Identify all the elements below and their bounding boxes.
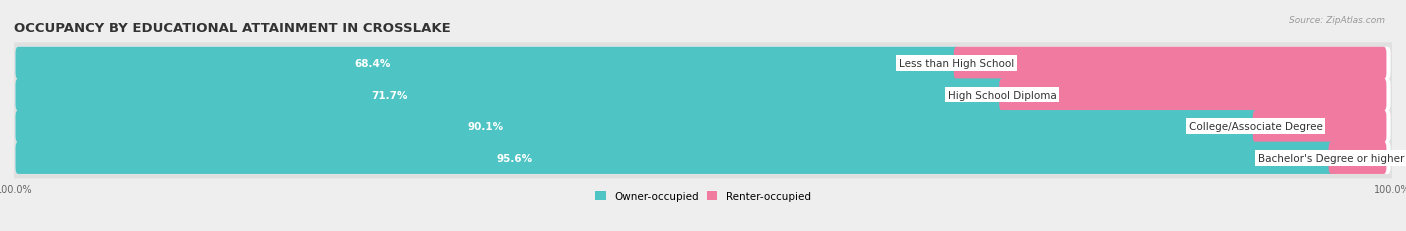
Legend: Owner-occupied, Renter-occupied: Owner-occupied, Renter-occupied <box>591 187 815 206</box>
FancyBboxPatch shape <box>15 48 959 80</box>
Text: 95.6%: 95.6% <box>496 153 533 163</box>
Text: Less than High School: Less than High School <box>898 59 1014 69</box>
FancyBboxPatch shape <box>10 138 1396 179</box>
FancyBboxPatch shape <box>15 79 1005 111</box>
FancyBboxPatch shape <box>10 106 1396 147</box>
FancyBboxPatch shape <box>15 111 1258 143</box>
Text: College/Associate Degree: College/Associate Degree <box>1188 122 1323 132</box>
FancyBboxPatch shape <box>1329 142 1386 174</box>
FancyBboxPatch shape <box>1000 79 1386 111</box>
FancyBboxPatch shape <box>15 48 1391 80</box>
FancyBboxPatch shape <box>15 111 1391 143</box>
Text: 90.1%: 90.1% <box>468 122 503 132</box>
Text: 71.7%: 71.7% <box>371 90 408 100</box>
FancyBboxPatch shape <box>10 43 1396 84</box>
Text: OCCUPANCY BY EDUCATIONAL ATTAINMENT IN CROSSLAKE: OCCUPANCY BY EDUCATIONAL ATTAINMENT IN C… <box>14 22 451 35</box>
FancyBboxPatch shape <box>10 75 1396 116</box>
FancyBboxPatch shape <box>953 48 1386 80</box>
Text: Bachelor's Degree or higher: Bachelor's Degree or higher <box>1258 153 1405 163</box>
FancyBboxPatch shape <box>15 142 1391 174</box>
Text: Source: ZipAtlas.com: Source: ZipAtlas.com <box>1289 16 1385 25</box>
Text: High School Diploma: High School Diploma <box>948 90 1056 100</box>
Text: 68.4%: 68.4% <box>354 59 391 69</box>
FancyBboxPatch shape <box>1253 111 1386 143</box>
FancyBboxPatch shape <box>15 79 1391 111</box>
FancyBboxPatch shape <box>15 142 1334 174</box>
